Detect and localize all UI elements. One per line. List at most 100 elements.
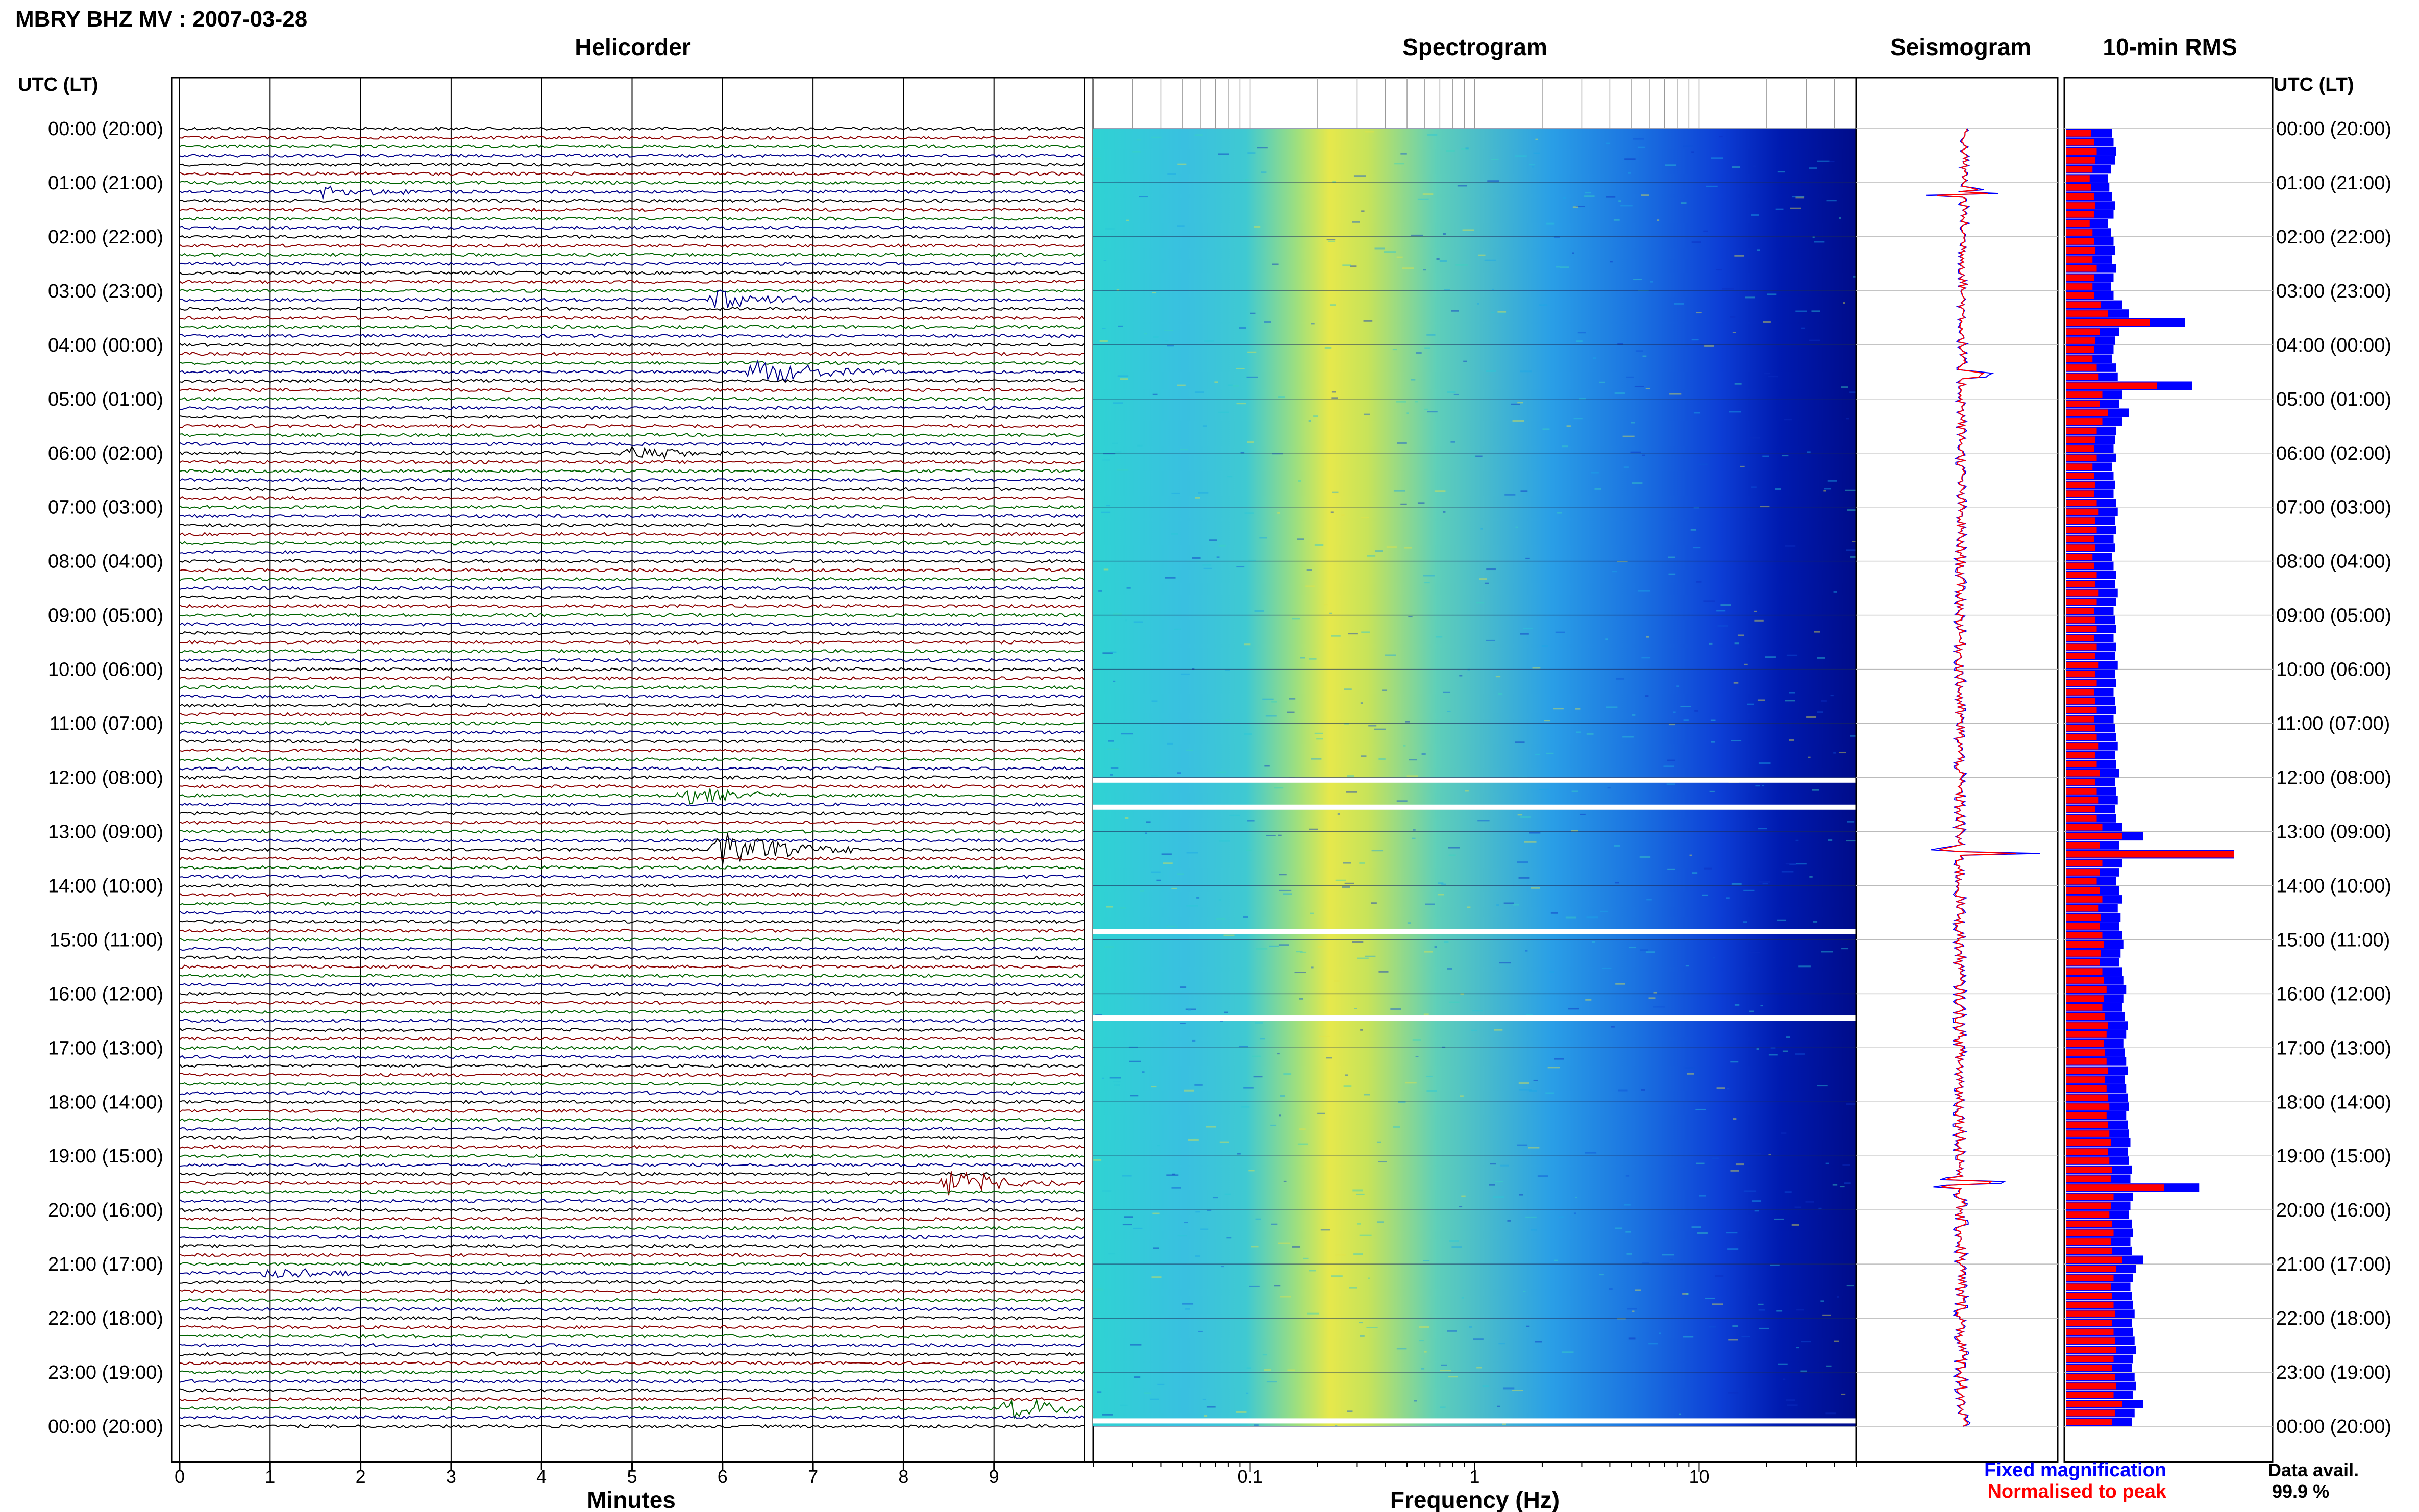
spectrogram-speck — [1179, 986, 1187, 988]
rms-bar-normalised — [2066, 607, 2094, 614]
spectrogram-speck — [1642, 355, 1647, 357]
spectrogram-speck — [1114, 1084, 1120, 1086]
spectrogram-speck — [1732, 332, 1736, 334]
helicorder-trace — [180, 712, 1085, 717]
spectrogram-speck — [1659, 1332, 1661, 1334]
spectrogram-speck — [1218, 840, 1230, 842]
spectrogram-speck — [1394, 163, 1405, 165]
spectrogram-speck — [1442, 1046, 1446, 1048]
spectrogram-speck — [1332, 492, 1340, 494]
spectrogram-speck — [1192, 1039, 1196, 1042]
spectrogram-speck — [1743, 921, 1747, 923]
rms-bar-normalised — [2066, 500, 2097, 506]
spectrogram-speck — [1317, 1112, 1325, 1114]
spectrogram-speck — [1415, 1056, 1419, 1058]
spectrogram-speck — [1753, 165, 1756, 167]
spectrogram-speck — [1166, 925, 1177, 927]
data-availability-label: Data avail. — [2268, 1459, 2359, 1480]
rms-bar-normalised — [2066, 1293, 2112, 1299]
rms-bar-normalised — [2066, 292, 2094, 299]
spectrogram-speck — [1250, 312, 1256, 314]
helicorder-trace — [180, 1162, 1085, 1168]
spectrogram-speck — [1732, 166, 1740, 168]
spectrogram-speck — [1252, 1055, 1261, 1057]
rms-bar-normalised — [2066, 554, 2093, 560]
spectrogram-speck — [1533, 152, 1540, 154]
helicorder-trace — [180, 685, 1085, 690]
spectrogram-speck — [1151, 136, 1162, 138]
spectrogram-speck — [1264, 321, 1271, 323]
hour-label-left: 05:00 (01:00) — [48, 389, 163, 410]
spectrogram-speck — [1334, 980, 1340, 982]
frequency-tick-label: 1 — [1469, 1466, 1479, 1487]
helicorder-trace — [180, 396, 1085, 402]
spectrogram-speck — [1359, 862, 1365, 864]
spectrogram-speck — [1808, 756, 1811, 758]
rms-bar-normalised — [2066, 589, 2099, 597]
helicorder-trace — [180, 766, 1085, 771]
spectrogram-speck — [1186, 905, 1198, 907]
spectrogram-speck — [1266, 834, 1276, 836]
spectrogram-speck — [1535, 753, 1540, 755]
spectrogram-speck — [1102, 1077, 1104, 1079]
spectrogram-speck — [1140, 890, 1144, 892]
spectrogram-speck — [1353, 175, 1366, 177]
spectrogram-speck — [1278, 396, 1285, 399]
spectrogram-speck — [1665, 164, 1676, 166]
spectrogram-speck — [1684, 1067, 1695, 1069]
spectrogram-speck — [1617, 561, 1628, 563]
spectrogram-speck — [1768, 1153, 1771, 1155]
spectrogram-speck — [1451, 1246, 1462, 1248]
spectrogram-speck — [1198, 492, 1209, 494]
spectrogram-speck — [1556, 266, 1561, 268]
spectrogram-speck — [1344, 882, 1354, 884]
spectrogram-speck — [1101, 511, 1111, 513]
spectrogram-speck — [1360, 702, 1363, 704]
hour-label-right: 04:00 (00:00) — [2276, 335, 2391, 356]
rms-bar-normalised — [2066, 1310, 2115, 1318]
spectrogram-speck — [1352, 1189, 1363, 1192]
hour-label-left: 17:00 (13:00) — [48, 1037, 163, 1059]
spectrogram-speck — [1633, 138, 1644, 140]
helicorder-trace — [180, 1054, 1085, 1059]
spectrogram-speck — [1249, 1285, 1260, 1287]
spectrogram-speck — [1413, 829, 1416, 831]
spectrogram-gap — [1093, 1015, 1856, 1021]
rms-bar-normalised — [2066, 616, 2095, 624]
spectrogram-speck — [1311, 758, 1322, 760]
spectrogram-speck — [1640, 949, 1648, 951]
spectrogram-speck — [1811, 310, 1820, 312]
spectrogram-speck — [1324, 604, 1328, 606]
spectrogram-speck — [1796, 1309, 1804, 1311]
spectrogram-grid — [1093, 78, 1857, 1472]
spectrogram-speck — [1272, 263, 1279, 265]
spectrogram-speck — [1446, 150, 1455, 152]
spectrogram-speck — [1760, 506, 1770, 508]
spectrogram-speck — [1246, 1367, 1251, 1369]
rms-bar-normalised — [2066, 851, 2234, 858]
spectrogram-speck — [1366, 1327, 1378, 1329]
spectrogram-speck — [1406, 775, 1418, 777]
rms-bar-normalised — [2066, 1211, 2110, 1218]
spectrogram-speck — [1214, 381, 1218, 383]
spectrogram-speck — [1653, 1006, 1665, 1008]
rms-bar-normalised — [2066, 139, 2094, 146]
hour-label-right: 02:00 (22:00) — [2276, 227, 2391, 248]
rms-bar-normalised — [2066, 1130, 2110, 1137]
rms-bar-normalised — [2066, 643, 2097, 651]
spectrogram-speck — [1151, 871, 1161, 873]
spectrogram-speck — [1554, 1259, 1558, 1261]
rms-bar-normalised — [2066, 914, 2101, 921]
spectrogram-speck — [1814, 241, 1825, 243]
spectrogram-speck — [1300, 657, 1305, 659]
spectrogram-speck — [1314, 732, 1323, 734]
spectrogram-speck — [1776, 1310, 1783, 1312]
spectrogram-speck — [1471, 1029, 1477, 1031]
spectrogram-speck — [1586, 733, 1594, 735]
spectrogram-speck — [1121, 733, 1133, 735]
helicorder-trace — [180, 379, 1085, 383]
spectrogram-speck — [1517, 814, 1523, 816]
spectrogram-speck — [1411, 234, 1423, 236]
spectrogram-speck — [1789, 863, 1796, 865]
spectrogram-speck — [1846, 840, 1856, 842]
